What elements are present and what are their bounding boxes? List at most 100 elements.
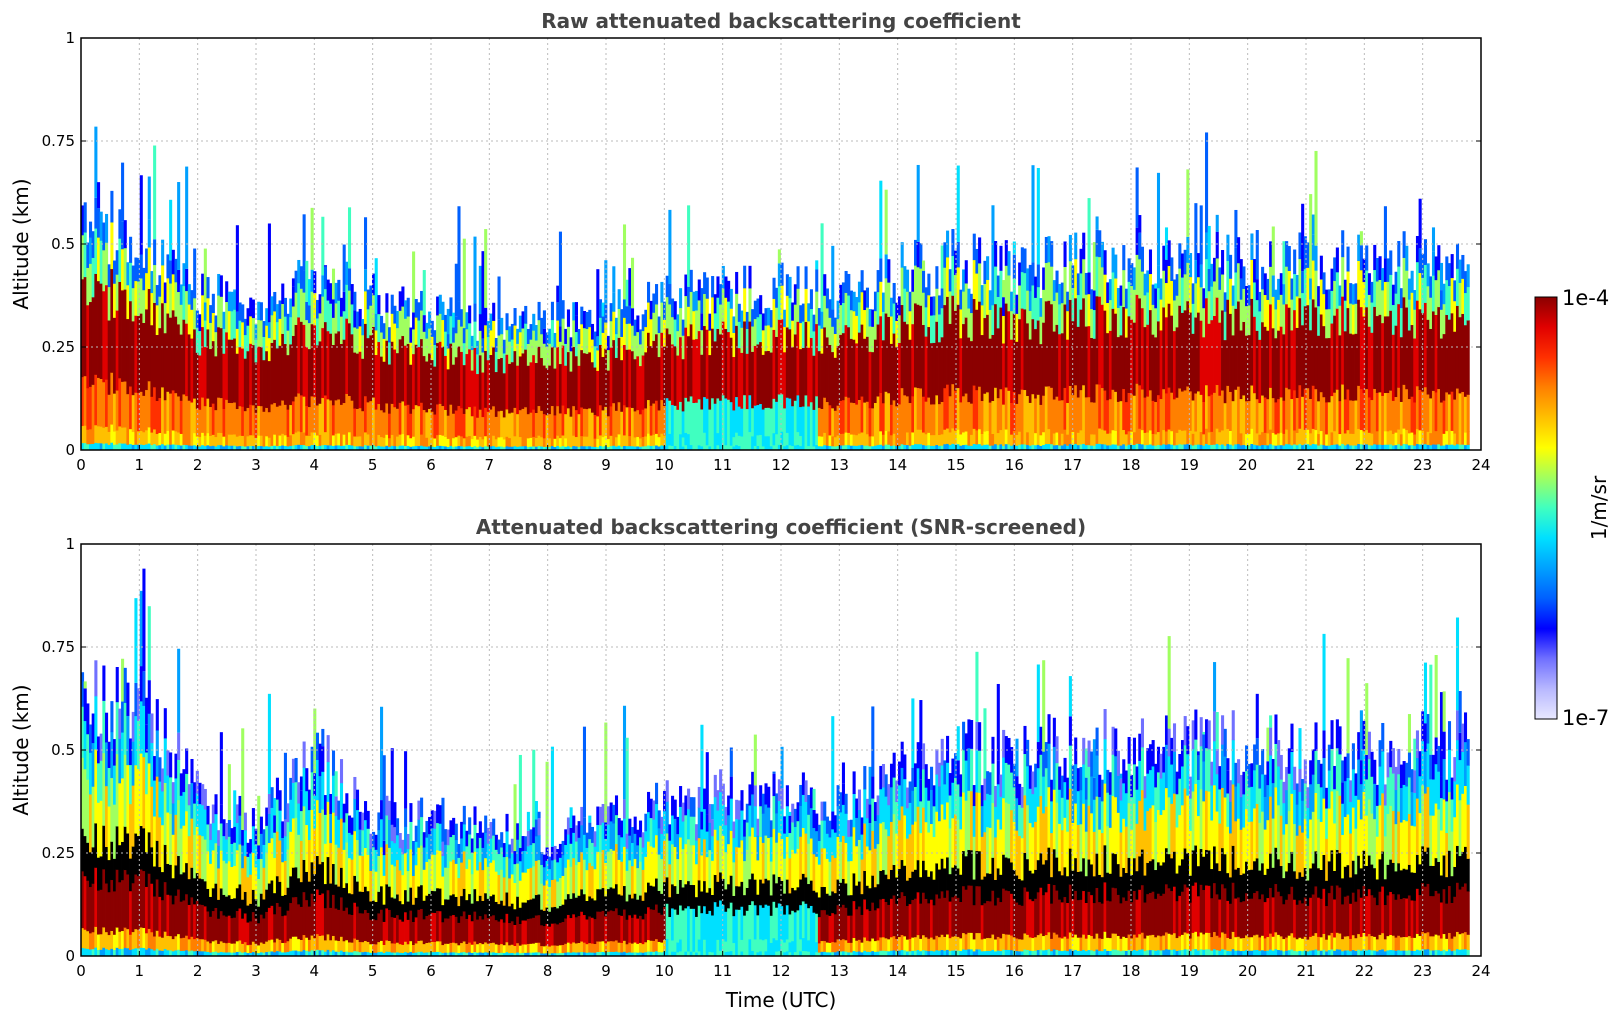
heat-column [1151,284,1155,450]
heat-column [401,839,405,956]
heat-column [526,811,530,956]
heat-column [1180,740,1185,956]
heat-column [460,309,464,450]
x-tick-label: 17 [1063,456,1082,474]
heat-column [617,289,621,450]
heat-column [1210,761,1214,956]
heat-column [337,279,341,450]
heat-column [964,260,968,450]
heat-column [1146,748,1150,956]
heat-column [930,766,934,956]
heat-column [380,706,384,956]
heat-column [299,266,303,450]
heat-column [1391,748,1395,956]
heat-column [1140,246,1145,450]
heat-column [703,788,707,956]
heat-column [620,820,624,956]
heat-column [1002,729,1006,956]
heat-column [115,250,119,450]
heat-column [1135,167,1139,450]
heat-column [1378,256,1382,450]
x-tick-label: 13 [830,456,849,474]
heat-column [1156,746,1161,956]
heat-column [1162,245,1166,450]
heat-column [1442,283,1446,450]
heat-column [884,774,888,956]
heat-column [1306,242,1310,450]
heat-column [339,297,344,450]
heat-column [820,801,824,956]
heat-column [1063,757,1067,956]
heat-column [105,213,109,450]
x-tick-label: 20 [1238,456,1257,474]
x-tick-label: 9 [601,456,611,474]
heat-column [556,285,560,450]
heat-column [1423,662,1428,956]
heat-column [275,304,279,450]
heat-column [198,314,202,450]
heat-column [409,327,413,450]
heat-column [1055,270,1059,450]
heat-column [428,311,432,450]
heat-column [1354,283,1358,450]
heat-column [299,776,303,956]
heat-column [577,821,581,956]
heat-column [956,165,960,450]
heat-column [647,281,651,450]
heat-column [510,323,514,450]
heat-column [350,817,354,956]
heat-column [695,824,699,956]
heat-column [430,320,434,450]
heat-column [1031,771,1035,956]
heat-column [1343,756,1347,956]
heat-column [1373,759,1377,956]
heat-column [505,813,509,956]
heat-column [708,313,712,450]
heat-column [302,214,306,450]
heat-column [703,272,707,450]
x-tick-label: 2 [193,456,203,474]
heat-column [550,746,554,956]
heat-column [788,276,792,450]
heat-column [630,257,635,450]
heat-column [1132,267,1136,450]
heat-column [1295,783,1299,956]
heat-column [286,313,290,450]
heat-column [412,840,416,956]
heat-column [326,279,330,450]
heat-column [97,736,101,956]
heat-column [462,805,466,956]
heat-column [516,823,520,956]
heat-column [1087,740,1091,956]
heat-column [655,284,659,450]
heat-column [1429,276,1433,450]
heat-column [1205,132,1209,450]
heat-column [681,802,685,956]
heat-column [1055,736,1059,956]
heat-column [946,735,950,956]
heat-column [1028,765,1032,956]
heat-column [129,236,133,450]
heat-column [614,795,619,956]
heat-column [783,816,787,956]
heat-column [273,291,277,450]
heat-column [954,250,958,450]
heat-column [1450,777,1454,956]
heat-column [852,291,856,450]
heat-column [350,284,354,450]
heat-column [209,305,213,450]
heat-column [1197,253,1201,450]
heat-column [465,312,469,450]
heat-column [449,297,453,450]
heat-column [809,289,813,450]
heat-column [612,804,616,956]
heat-column [668,824,672,956]
y-tick-label: 1 [65,535,75,553]
heat-column [612,266,616,450]
heat-column [174,753,178,956]
heat-column [1298,232,1302,450]
heat-column [107,264,111,450]
heat-column [492,818,496,956]
heat-column [524,836,528,956]
heat-column [737,303,741,450]
